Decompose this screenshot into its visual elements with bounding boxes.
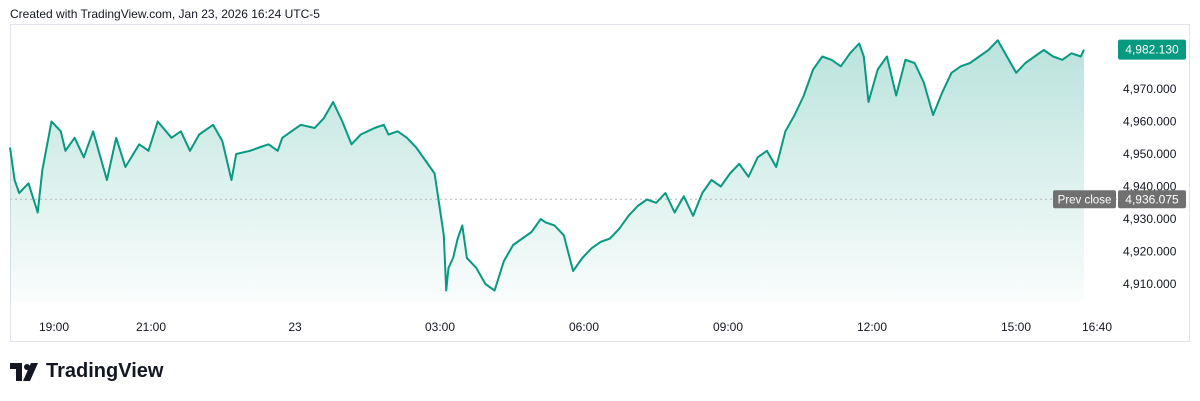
y-axis-tick-label: 4,910.000 (1123, 277, 1177, 291)
x-axis-tick-label: 15:00 (1001, 320, 1031, 334)
y-axis-tick-label: 4,920.000 (1123, 245, 1177, 259)
price-chart[interactable]: 4,970.0004,960.0004,950.0004,940.0004,93… (0, 0, 1200, 345)
prev-close-value-badge (1118, 190, 1186, 209)
x-axis-tick-label: 19:00 (39, 320, 69, 334)
price-series-line (9, 39, 1085, 292)
prev-close-label-badge (1053, 190, 1116, 209)
last-price-badge (1118, 39, 1186, 60)
x-axis-tick-label: 03:00 (425, 320, 455, 334)
x-axis-tick-label: 06:00 (569, 320, 599, 334)
chart-credit: Created with TradingView.com, Jan 23, 20… (10, 7, 320, 21)
price-area-fill (10, 40, 1084, 303)
x-axis-tick-label: 09:00 (713, 320, 743, 334)
tradingview-logo-icon (10, 362, 38, 381)
y-axis-tick-label: 4,950.000 (1123, 147, 1177, 161)
y-axis-tick-label: 4,930.000 (1123, 212, 1177, 226)
prev-close-value: 4,936.075 (1125, 192, 1179, 206)
y-axis-tick-label: 4,970.000 (1123, 82, 1177, 96)
last-price-value: 4,982.130 (1125, 43, 1179, 57)
x-axis-tick-label: 16:40 (1082, 320, 1112, 334)
y-axis-tick-label: 4,940.000 (1123, 180, 1177, 194)
x-axis-tick-label: 23 (288, 320, 302, 334)
tradingview-logo[interactable]: TradingView (10, 360, 163, 383)
x-axis-tick-label: 12:00 (857, 320, 887, 334)
y-axis-tick-label: 4,960.000 (1123, 115, 1177, 129)
prev-close-label: Prev close (1058, 194, 1112, 206)
tradingview-logo-text: TradingView (46, 360, 164, 382)
x-axis-tick-label: 21:00 (136, 320, 166, 334)
